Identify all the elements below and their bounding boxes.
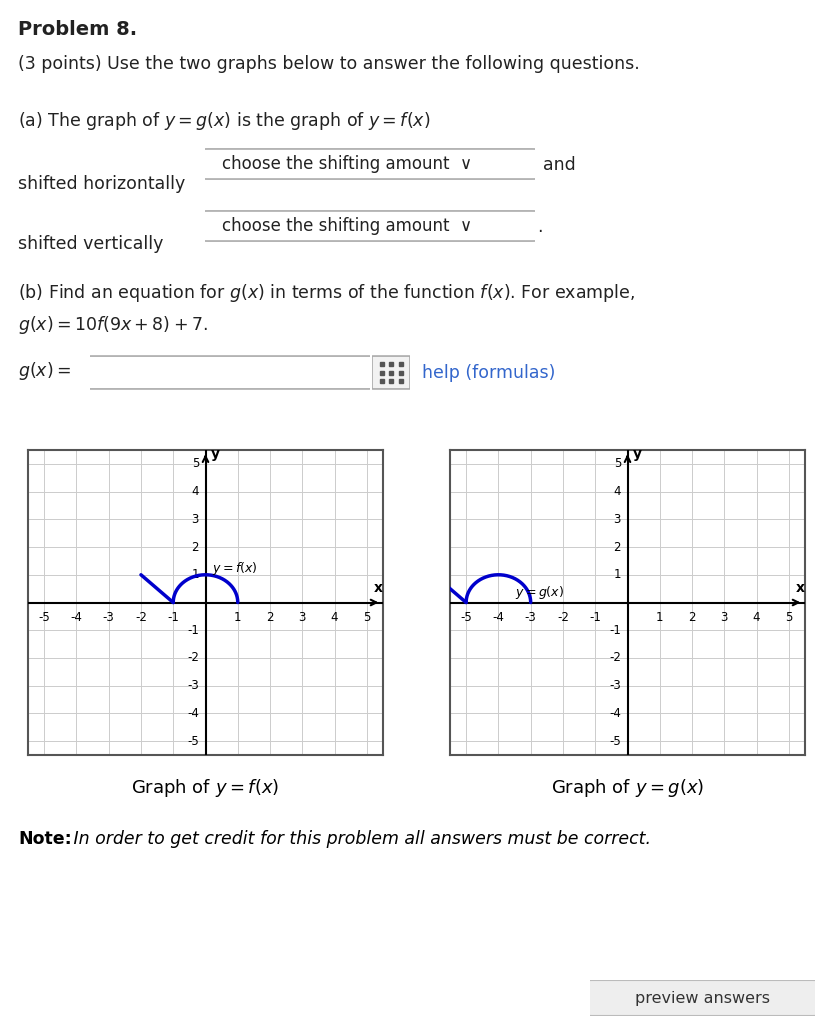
Text: -1: -1 xyxy=(589,611,602,624)
FancyBboxPatch shape xyxy=(583,980,821,1016)
Text: choose the shifting amount  ∨: choose the shifting amount ∨ xyxy=(221,155,472,173)
Text: -4: -4 xyxy=(492,611,504,624)
Text: choose the shifting amount  ∨: choose the shifting amount ∨ xyxy=(221,217,472,234)
Text: 2: 2 xyxy=(266,611,274,624)
Text: y: y xyxy=(633,447,643,461)
Text: 3: 3 xyxy=(191,513,199,525)
Text: 3: 3 xyxy=(299,611,306,624)
Text: (b) Find an equation for $g(x)$ in terms of the function $f(x)$. For example,: (b) Find an equation for $g(x)$ in terms… xyxy=(18,282,635,304)
Text: -3: -3 xyxy=(103,611,115,624)
Text: -1: -1 xyxy=(187,624,199,637)
Text: $y = g(x)$: $y = g(x)$ xyxy=(514,584,564,600)
Text: .: . xyxy=(537,218,543,236)
Text: -4: -4 xyxy=(609,707,621,720)
Text: 5: 5 xyxy=(613,458,621,470)
Text: 5: 5 xyxy=(363,611,371,624)
Text: -5: -5 xyxy=(461,611,472,624)
Text: x: x xyxy=(373,581,383,595)
Text: -5: -5 xyxy=(187,734,199,748)
Text: (3 points) Use the two graphs below to answer the following questions.: (3 points) Use the two graphs below to a… xyxy=(18,55,640,73)
Text: 3: 3 xyxy=(613,513,621,525)
Text: -4: -4 xyxy=(187,707,199,720)
Text: 1: 1 xyxy=(656,611,664,624)
Text: 2: 2 xyxy=(688,611,696,624)
FancyBboxPatch shape xyxy=(372,356,410,389)
Text: (a) The graph of $y = g(x)$ is the graph of $y = f(x)$: (a) The graph of $y = g(x)$ is the graph… xyxy=(18,110,430,132)
Text: -5: -5 xyxy=(609,734,621,748)
Text: 2: 2 xyxy=(613,541,621,554)
Text: 1: 1 xyxy=(234,611,242,624)
Text: 4: 4 xyxy=(331,611,338,624)
Text: -5: -5 xyxy=(39,611,50,624)
Text: -3: -3 xyxy=(187,679,199,692)
FancyBboxPatch shape xyxy=(201,211,539,241)
Text: -2: -2 xyxy=(187,651,199,665)
Text: $g(x) =$: $g(x) =$ xyxy=(18,360,71,382)
Text: 1: 1 xyxy=(191,568,199,582)
Text: 4: 4 xyxy=(191,485,199,498)
Text: -3: -3 xyxy=(609,679,621,692)
Text: shifted vertically: shifted vertically xyxy=(18,234,164,253)
Text: -2: -2 xyxy=(135,611,147,624)
Text: $y = f(x)$: $y = f(x)$ xyxy=(212,560,258,577)
Text: Graph of $y = f(x)$: Graph of $y = f(x)$ xyxy=(132,777,279,799)
Text: -4: -4 xyxy=(70,611,82,624)
FancyBboxPatch shape xyxy=(201,148,539,179)
Text: 5: 5 xyxy=(191,458,199,470)
Text: Note:: Note: xyxy=(18,830,72,848)
Text: 3: 3 xyxy=(721,611,728,624)
Text: 4: 4 xyxy=(613,485,621,498)
Text: 5: 5 xyxy=(785,611,793,624)
Text: and: and xyxy=(543,156,576,174)
Text: Problem 8.: Problem 8. xyxy=(18,20,137,39)
Text: y: y xyxy=(211,447,221,461)
FancyBboxPatch shape xyxy=(86,356,374,389)
Text: -2: -2 xyxy=(557,611,569,624)
Text: 2: 2 xyxy=(191,541,199,554)
Text: x: x xyxy=(795,581,805,595)
Text: $g(x) = 10f(9x + 8) + 7.$: $g(x) = 10f(9x + 8) + 7.$ xyxy=(18,314,208,336)
Text: -3: -3 xyxy=(525,611,537,624)
Text: In order to get credit for this problem all answers must be correct.: In order to get credit for this problem … xyxy=(68,830,651,848)
Text: 4: 4 xyxy=(753,611,760,624)
Text: 1: 1 xyxy=(613,568,621,582)
Text: -1: -1 xyxy=(167,611,180,624)
Text: -2: -2 xyxy=(609,651,621,665)
Text: -1: -1 xyxy=(609,624,621,637)
Text: help (formulas): help (formulas) xyxy=(422,364,555,382)
Text: Graph of $y = g(x)$: Graph of $y = g(x)$ xyxy=(551,777,704,799)
Text: shifted horizontally: shifted horizontally xyxy=(18,175,185,193)
Text: preview answers: preview answers xyxy=(635,990,770,1006)
